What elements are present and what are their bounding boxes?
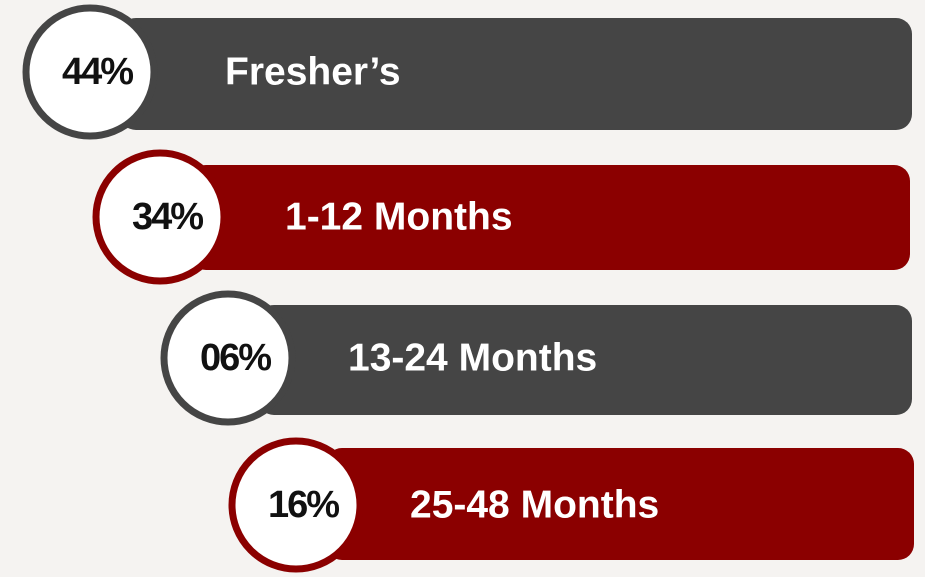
item-label: 13-24 Months [348, 337, 597, 380]
item-bar [190, 165, 910, 270]
item-label: 25-48 Months [410, 484, 659, 527]
percent-circle [228, 437, 364, 573]
item-bar [326, 448, 914, 560]
item-row: 34% 1-12 Months [92, 149, 910, 285]
percent-circle [22, 4, 158, 140]
item-row: 44% Fresher’s [22, 4, 912, 140]
item-bar [258, 305, 912, 415]
item-bar [120, 18, 912, 130]
percent-text: 34% [132, 196, 203, 238]
item-label: 1-12 Months [285, 196, 513, 239]
item-label: Fresher’s [225, 51, 401, 94]
percent-circle [160, 290, 296, 426]
item-row: 16% 25-48 Months [228, 437, 914, 573]
item-row: 06% 13-24 Months [160, 290, 912, 426]
percent-text: 06% [200, 337, 271, 379]
percent-text: 16% [268, 484, 339, 526]
percent-text: 44% [62, 51, 133, 93]
percent-circle [92, 149, 228, 285]
